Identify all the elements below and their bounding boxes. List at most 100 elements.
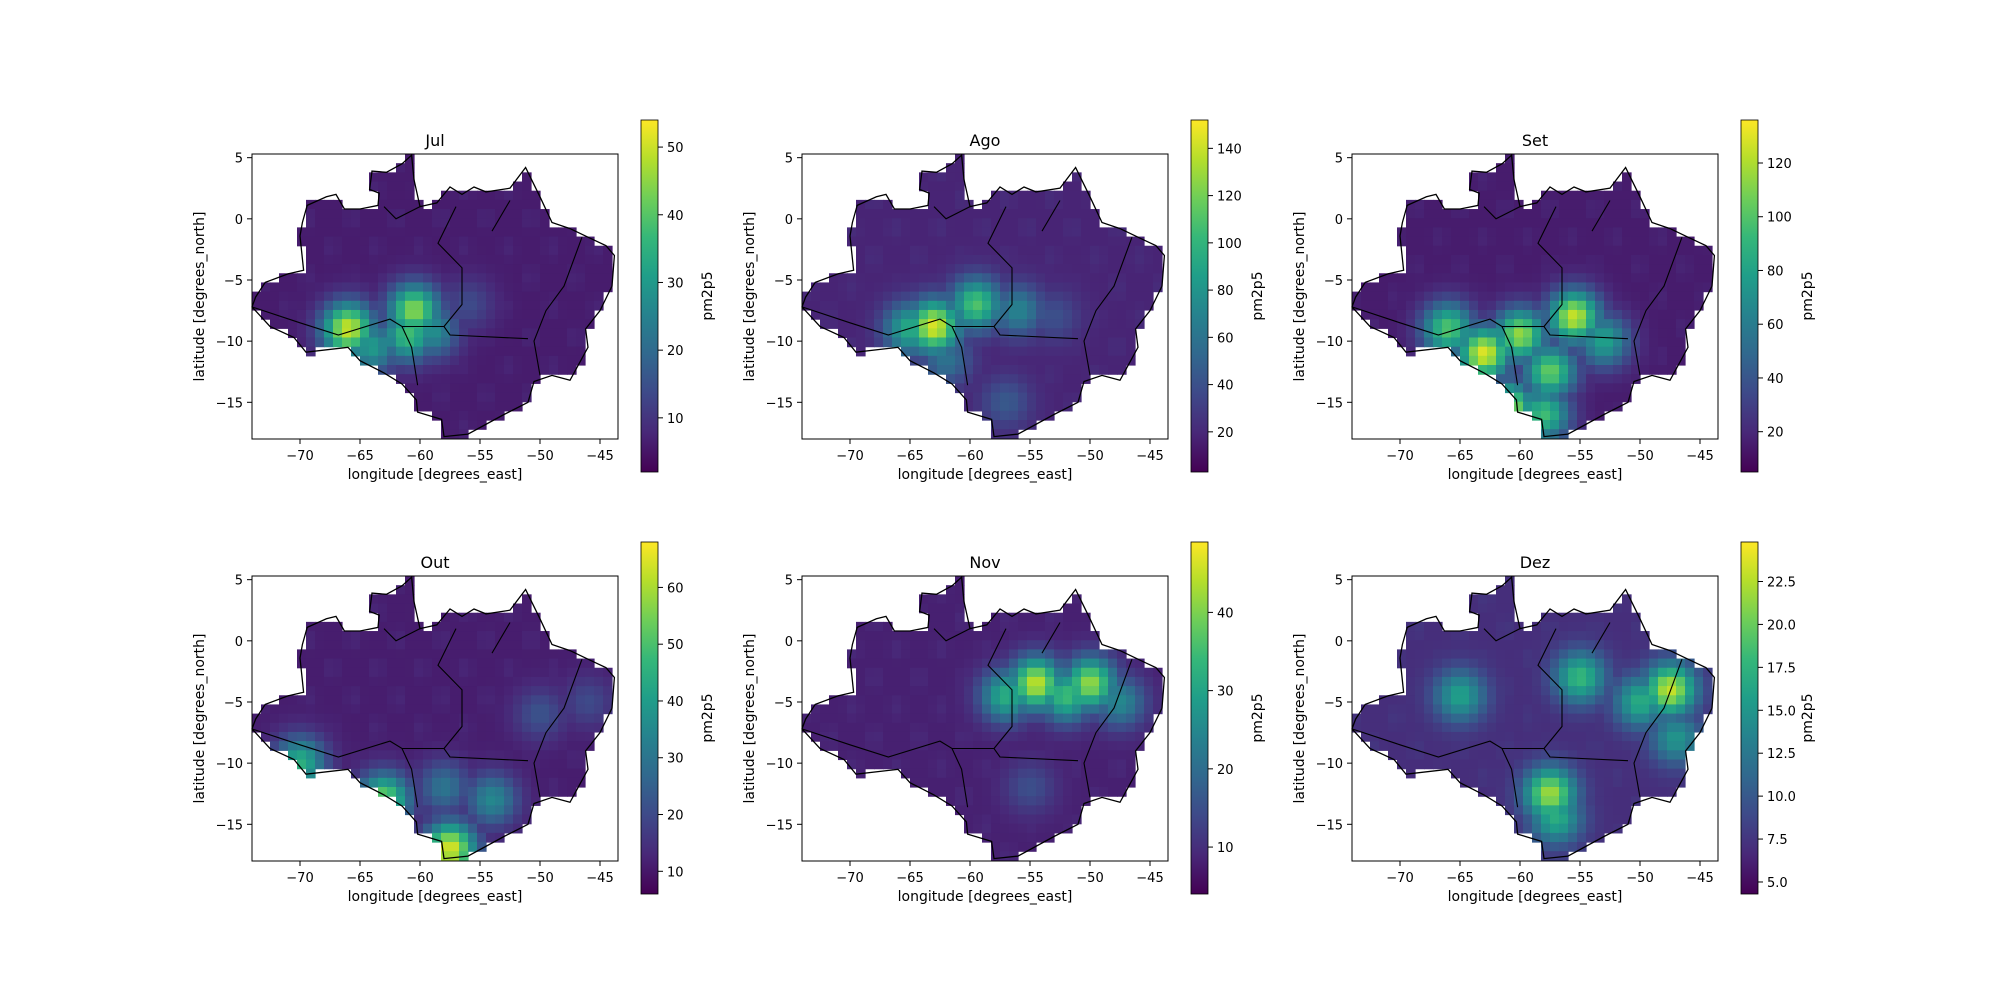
- heat-cell: [955, 190, 965, 201]
- heat-cell: [1045, 640, 1055, 650]
- heat-cell: [1496, 787, 1506, 797]
- heat-cell: [1523, 640, 1533, 650]
- heat-cell: [540, 777, 550, 788]
- heat-cell: [982, 750, 992, 761]
- heat-cell: [1649, 676, 1659, 687]
- heat-cell: [1487, 300, 1497, 311]
- heat-cell: [1478, 759, 1488, 770]
- heat-cell: [531, 273, 541, 284]
- heat-cell: [540, 787, 550, 797]
- heat-cell: [594, 676, 604, 687]
- heat-cell: [450, 346, 460, 357]
- heat-cell: [1604, 236, 1614, 247]
- heat-cell: [1144, 264, 1154, 274]
- heat-cell: [315, 759, 325, 770]
- heat-cell: [1532, 209, 1542, 219]
- heat-cell: [1144, 667, 1154, 678]
- heat-cell: [865, 695, 875, 706]
- heat-cell: [1604, 309, 1614, 320]
- heat-cell: [901, 264, 911, 274]
- heat-cell: [1424, 227, 1434, 238]
- heat-cell: [441, 612, 451, 623]
- heat-cell: [387, 309, 397, 320]
- heat-cell: [288, 704, 298, 715]
- heat-cell: [1658, 254, 1668, 265]
- heat-cell: [928, 309, 938, 320]
- heat-cell: [829, 695, 839, 706]
- heat-cell: [513, 814, 523, 825]
- heat-cell: [991, 686, 1001, 696]
- heat-cell: [1099, 658, 1109, 669]
- heat-cell: [261, 291, 271, 302]
- heat-cell: [1054, 365, 1064, 375]
- heat-cell: [946, 768, 956, 779]
- heat-cell: [441, 209, 451, 219]
- heat-cell: [1433, 300, 1443, 311]
- heat-cell: [1397, 759, 1407, 770]
- heat-cell: [1036, 631, 1046, 641]
- heat-cell: [1424, 309, 1434, 320]
- heat-cell: [1072, 695, 1082, 706]
- heat-cell: [549, 254, 559, 265]
- heat-cell: [1090, 658, 1100, 669]
- heat-cell: [1667, 722, 1677, 733]
- heat-cell: [982, 300, 992, 311]
- heat-cell: [874, 209, 884, 219]
- heat-cell: [1406, 649, 1416, 660]
- heat-cell: [1586, 759, 1596, 770]
- heat-cell: [468, 842, 478, 852]
- state-border: [987, 206, 1013, 327]
- heat-cell: [378, 722, 388, 733]
- heat-cell: [1045, 722, 1055, 733]
- heat-cell: [1081, 722, 1091, 733]
- heat-cell: [252, 713, 262, 724]
- heat-cell: [1009, 814, 1019, 825]
- heat-cell: [432, 621, 442, 632]
- heat-cell: [1631, 291, 1641, 302]
- state-border: [1591, 200, 1611, 232]
- heat-cell: [874, 658, 884, 669]
- heat-cell: [1577, 420, 1587, 430]
- heat-cell: [477, 401, 487, 412]
- heat-cell: [1505, 374, 1515, 384]
- heat-cell: [1000, 227, 1010, 238]
- heat-cell: [946, 227, 956, 238]
- heat-cell: [387, 612, 397, 623]
- heat-cell: [1018, 704, 1028, 715]
- heat-cell: [1532, 658, 1542, 669]
- heat-cell: [1676, 282, 1686, 293]
- heat-cell: [1667, 236, 1677, 247]
- heat-cell: [1108, 245, 1118, 256]
- heat-cell: [486, 741, 496, 751]
- heat-cell: [1451, 328, 1461, 339]
- heat-cell: [1595, 713, 1605, 724]
- heat-cell: [1559, 254, 1569, 265]
- heat-cell: [1568, 392, 1578, 403]
- heat-cell: [1505, 319, 1515, 329]
- heat-cell: [1640, 346, 1650, 357]
- heat-cell: [531, 190, 541, 201]
- heat-cell: [1009, 741, 1019, 751]
- heat-cell: [324, 254, 334, 265]
- heat-cell: [1415, 695, 1425, 706]
- heat-cell: [387, 759, 397, 770]
- heat-cell: [1667, 291, 1677, 302]
- heat-cell: [1685, 704, 1695, 715]
- heat-cell: [1460, 300, 1470, 311]
- heat-cell: [450, 245, 460, 256]
- heat-cell: [1586, 704, 1596, 715]
- heat-cell: [1009, 300, 1019, 311]
- heat-cell: [901, 319, 911, 329]
- heat-cell: [1045, 695, 1055, 706]
- heat-cell: [1532, 741, 1542, 751]
- heat-cell: [324, 631, 334, 641]
- heat-cell: [585, 695, 595, 706]
- heat-cell: [1685, 291, 1695, 302]
- heat-cell: [1460, 640, 1470, 650]
- heat-cell: [351, 337, 361, 348]
- heat-cell: [856, 319, 866, 329]
- heat-cell: [1099, 713, 1109, 724]
- heat-cell: [1604, 365, 1614, 375]
- heat-cell: [603, 667, 613, 678]
- heat-cell: [892, 300, 902, 311]
